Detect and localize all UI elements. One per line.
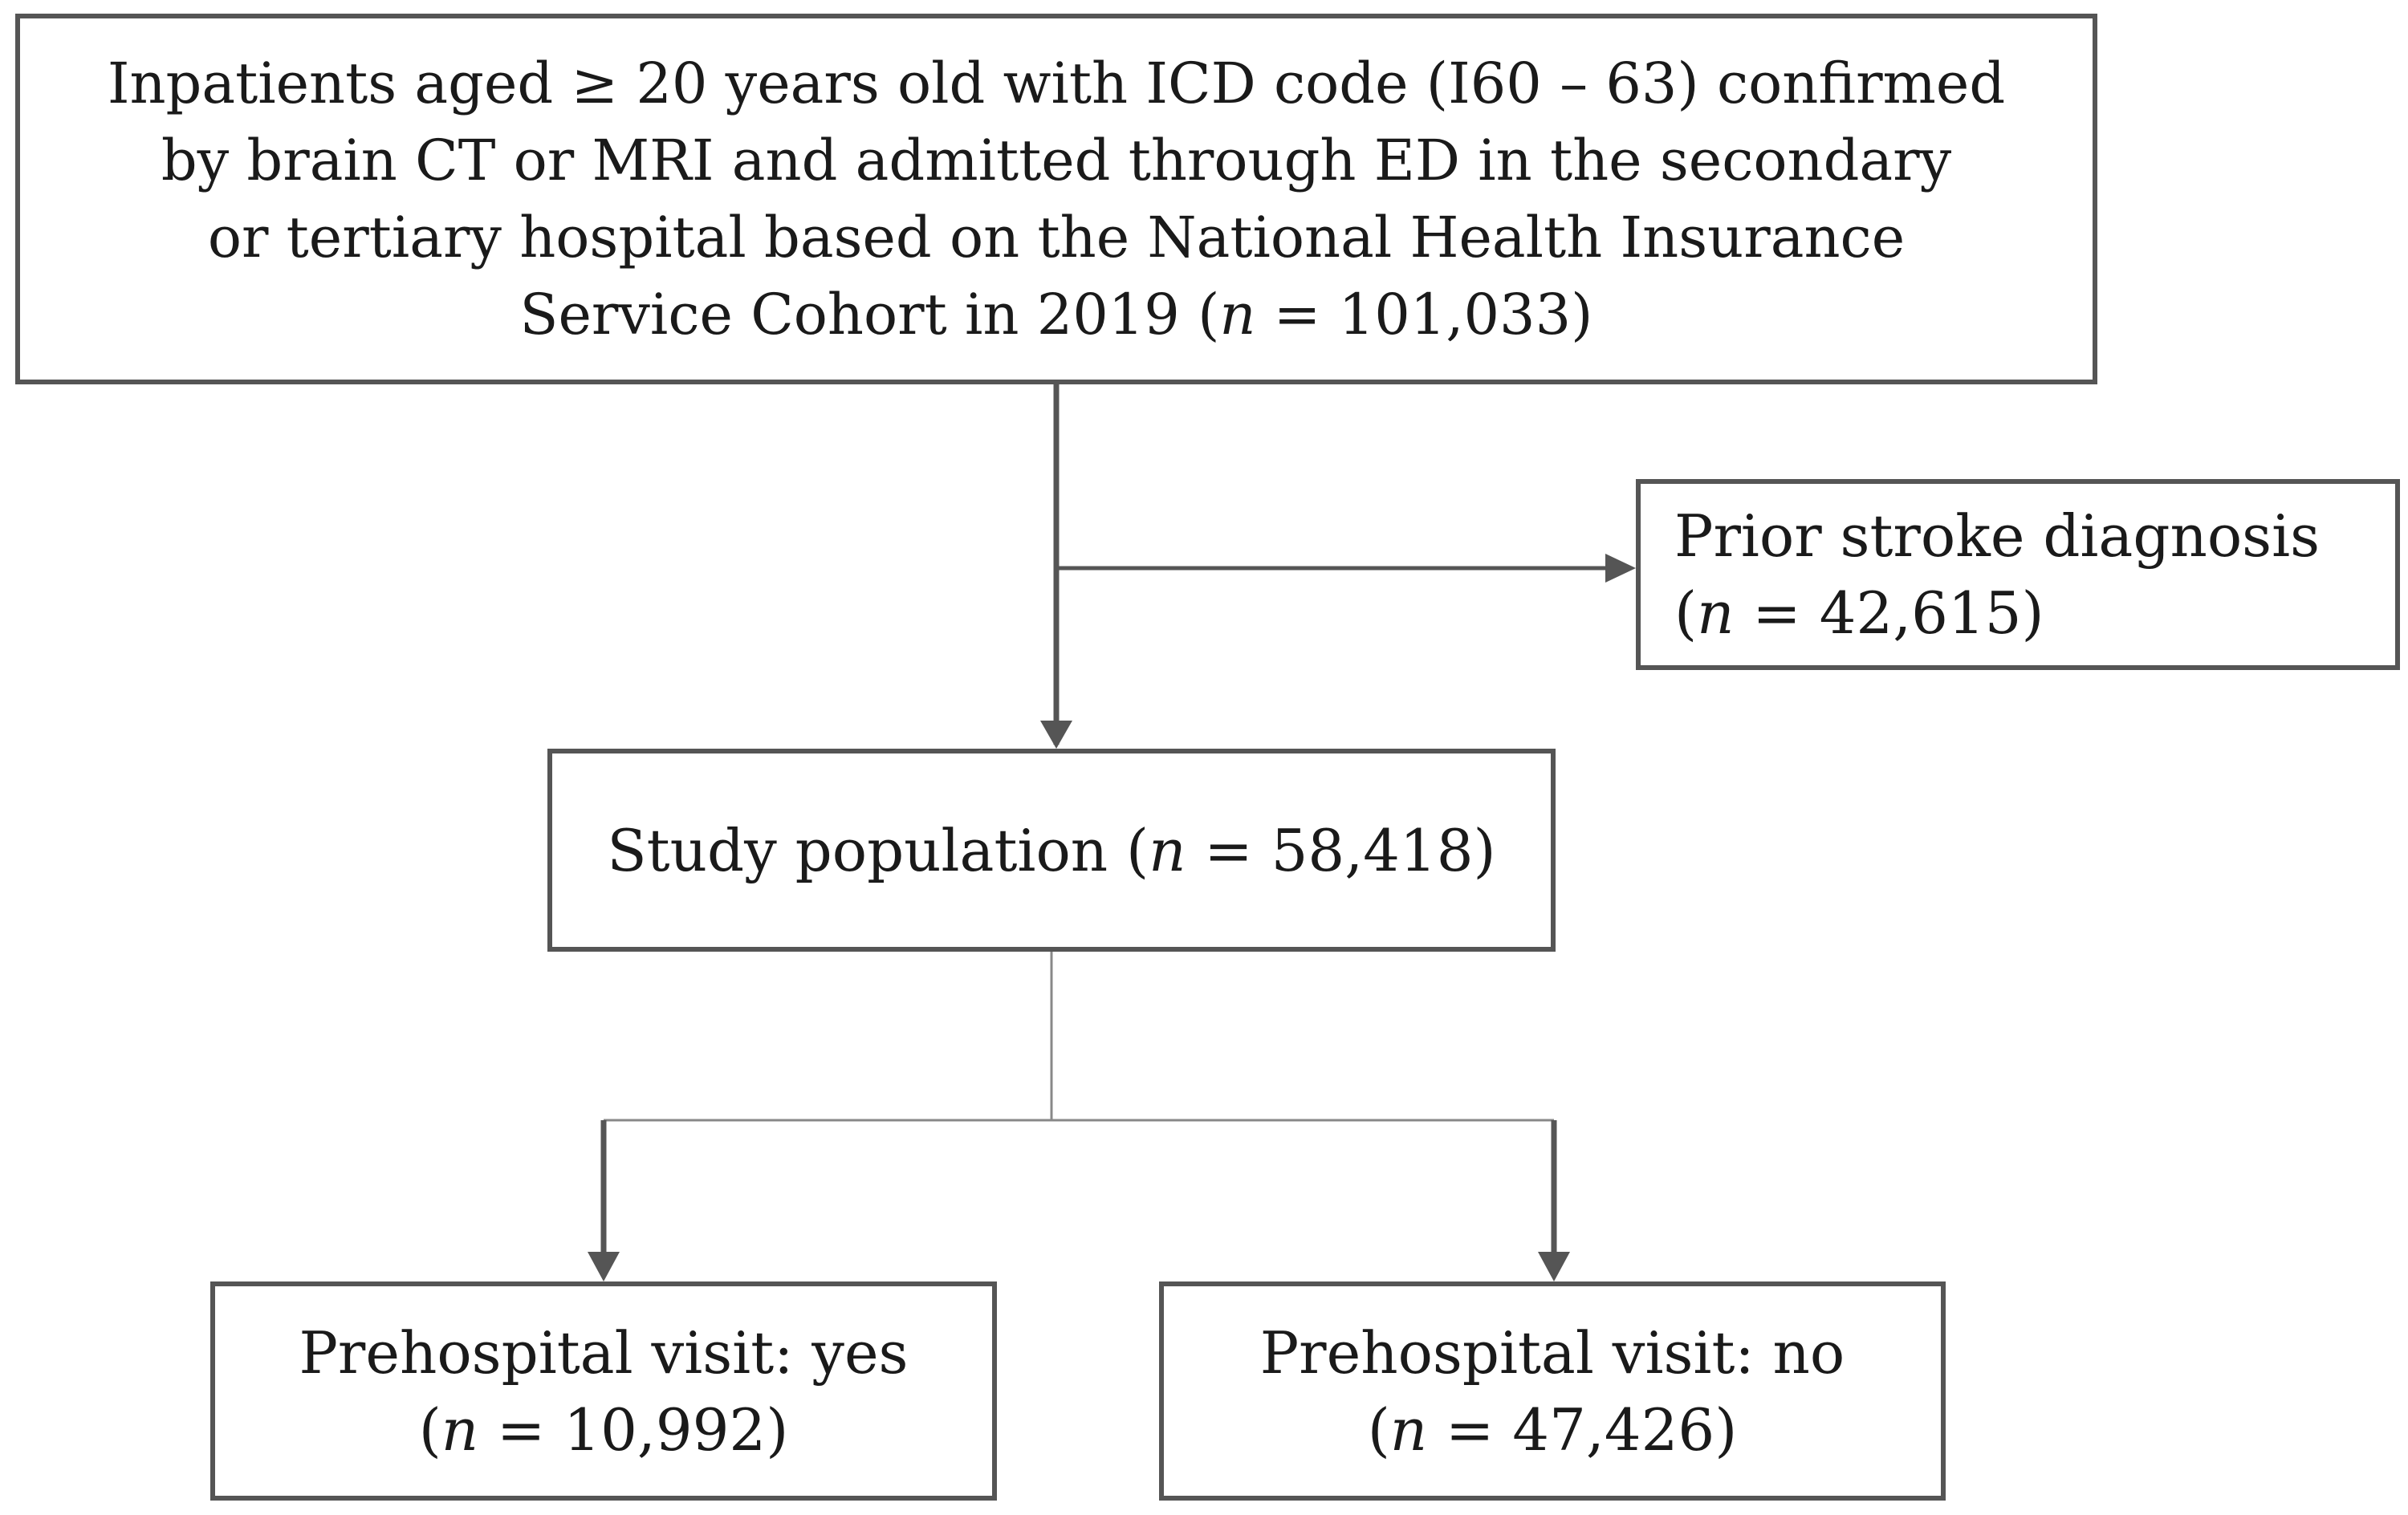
source-line-4-prefix: Service Cohort in 2019 ( — [519, 282, 1220, 347]
prehospital-no-box: Prehospital visit: no (n = 47,426) — [1159, 1281, 1946, 1501]
prehospital-yes-open-paren: ( — [418, 1395, 441, 1464]
prehospital-no-open-paren: ( — [1367, 1395, 1390, 1464]
prehospital-yes-label: Prehospital visit: yes — [299, 1318, 909, 1387]
excluded-n-symbol: n — [1697, 579, 1735, 647]
study-n-symbol: n — [1149, 816, 1186, 884]
prehospital-yes-count: (n = 10,992) — [419, 1391, 789, 1468]
source-n-value: = 101,033) — [1255, 282, 1593, 347]
source-population-box: Inpatients aged ≥ 20 years old with ICD … — [15, 14, 2097, 384]
excluded-box: Prior stroke diagnosis (n = 42,615) — [1636, 479, 2400, 670]
arrowhead-excluded — [1605, 554, 1636, 583]
prehospital-yes-n-value: = 10,992) — [478, 1395, 789, 1464]
arrowhead-no — [1538, 1252, 1570, 1281]
source-n-symbol: n — [1219, 282, 1256, 347]
arrowhead-yes — [588, 1252, 620, 1281]
source-line-1: Inpatients aged ≥ 20 years old with ICD … — [107, 51, 2006, 116]
prehospital-yes-n-symbol: n — [441, 1395, 479, 1464]
arrowhead-study — [1040, 721, 1072, 749]
study-prefix: Study population ( — [607, 816, 1149, 884]
prehospital-no-count: (n = 47,426) — [1368, 1391, 1738, 1468]
prehospital-no-label: Prehospital visit: no — [1259, 1318, 1845, 1387]
study-label: Study population (n = 58,418) — [607, 812, 1495, 889]
prehospital-no-n-symbol: n — [1389, 1395, 1428, 1464]
excluded-n-value: = 42,615) — [1734, 579, 2044, 647]
study-population-box: Study population (n = 58,418) — [547, 749, 1556, 952]
excluded-open-paren: ( — [1674, 579, 1698, 647]
source-line-3: or tertiary hospital based on the Nation… — [207, 205, 1906, 270]
prehospital-no-n-value: = 47,426) — [1427, 1395, 1738, 1464]
excluded-count: (n = 42,615) — [1674, 575, 2044, 652]
source-line-2: by brain CT or MRI and admitted through … — [161, 128, 1952, 193]
excluded-label: Prior stroke diagnosis — [1674, 502, 2321, 570]
study-n-value: = 58,418) — [1186, 816, 1496, 884]
prehospital-yes-box: Prehospital visit: yes (n = 10,992) — [210, 1281, 997, 1501]
source-line-4: Service Cohort in 2019 (n = 101,033) — [520, 276, 1593, 353]
